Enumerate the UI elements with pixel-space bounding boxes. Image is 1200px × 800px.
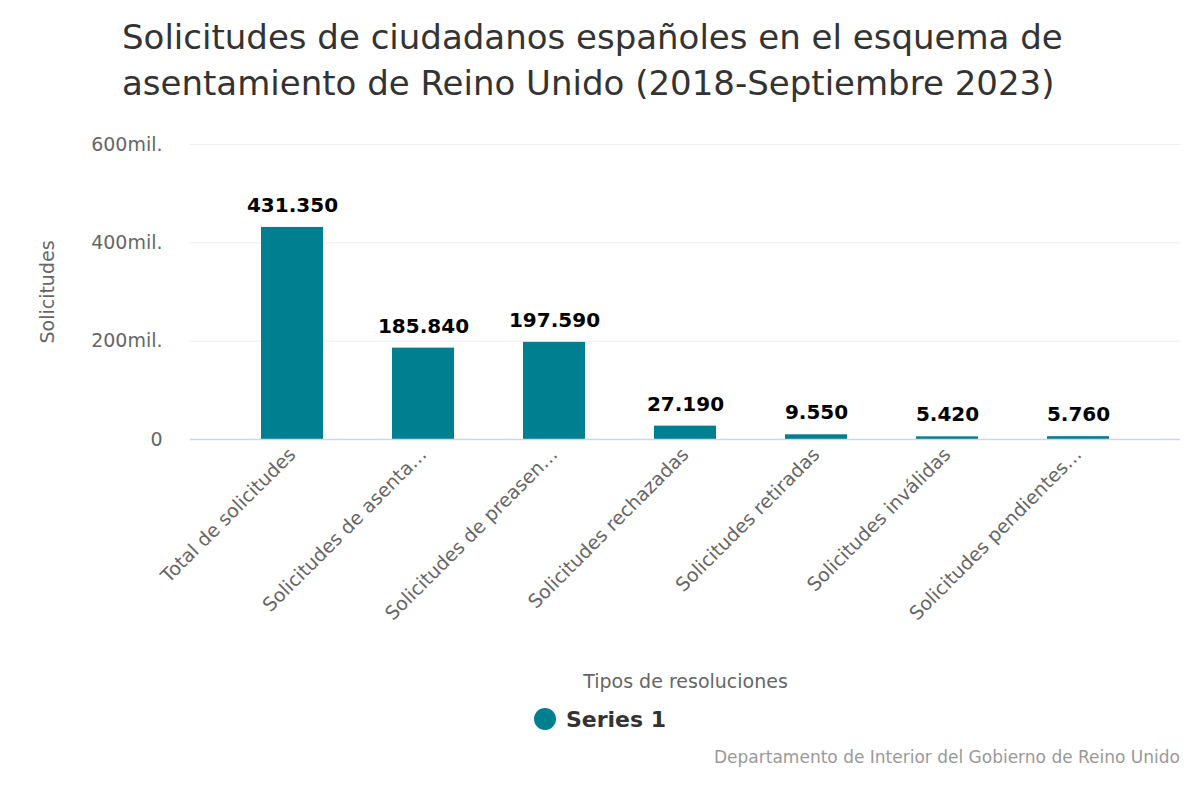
- svg-text:9.550: 9.550: [785, 400, 848, 424]
- svg-text:Solicitudes pendientes…: Solicitudes pendientes…: [905, 443, 1086, 624]
- svg-text:400mil.: 400mil.: [91, 231, 162, 253]
- svg-text:600mil.: 600mil.: [91, 133, 162, 155]
- svg-text:Solicitudes retiradas: Solicitudes retiradas: [671, 443, 824, 596]
- html-text:Departamento de Interior del G: Departamento de Interior del Gobierno de…: [714, 747, 1180, 767]
- svg-text:Solicitudes: Solicitudes: [36, 240, 58, 343]
- svg-text:Solicitudes de preasen…: Solicitudes de preasen…: [380, 442, 562, 625]
- svg-text:5.420: 5.420: [916, 402, 979, 426]
- svg-text:5.760: 5.760: [1047, 402, 1110, 426]
- html-text:Series 1: Series 1: [565, 707, 667, 732]
- svg-text:Solicitudes inválidas: Solicitudes inválidas: [802, 443, 954, 595]
- svg-text:Solicitudes rechazadas: Solicitudes rechazadas: [523, 443, 692, 612]
- svg-text:Solicitudes de asenta…: Solicitudes de asenta…: [257, 442, 431, 616]
- svg-text:0: 0: [150, 428, 162, 450]
- svg-text:431.350: 431.350: [247, 193, 338, 217]
- html-text:Solicitudes de ciudadanos espa: Solicitudes de ciudadanos españoles en e…: [122, 17, 1063, 103]
- svg-text:27.190: 27.190: [647, 392, 724, 416]
- svg-text:Total de solicitudes: Total de solicitudes: [155, 443, 299, 587]
- svg-text:Tipos de resoluciones: Tipos de resoluciones: [582, 670, 788, 692]
- svg-text:200mil.: 200mil.: [91, 329, 162, 351]
- svg-text:185.840: 185.840: [378, 314, 469, 338]
- svg-text:197.590: 197.590: [509, 308, 600, 332]
